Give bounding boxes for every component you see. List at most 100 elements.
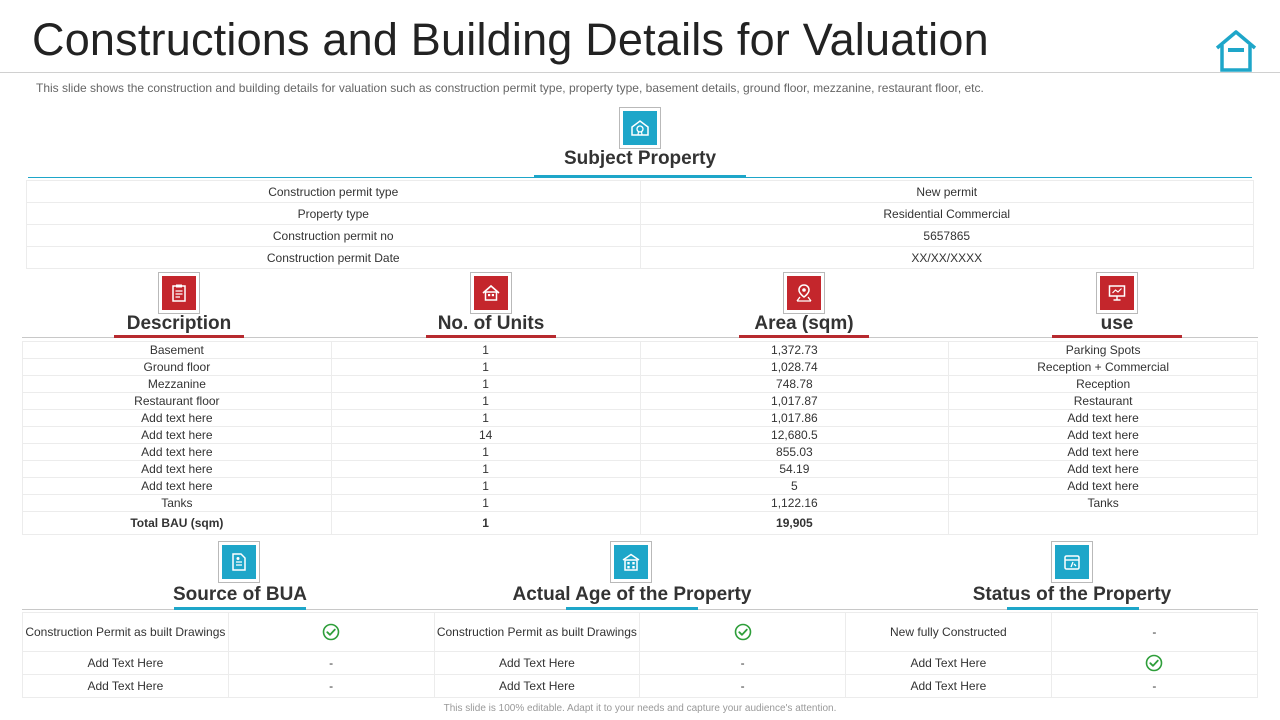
cell: Add text here [22,409,332,427]
page-subtitle: This slide shows the construction and bu… [36,81,984,95]
description-underline [114,335,244,338]
cell: Add text here [22,426,332,444]
cell: Parking Spots [948,341,1258,359]
cell: New permit [639,180,1254,203]
property-status-table: Construction Permit as built Drawings Con… [22,612,1259,698]
cell: Add Text Here [433,674,641,698]
cell: Property type [26,202,641,225]
cell: Add text here [948,426,1258,444]
table-row: Add text here 14 12,680.5 Add text here [22,426,1258,444]
table-row: Basement 1 1,372.73 Parking Spots [22,341,1258,359]
cell: Add Text Here [22,674,229,698]
cell: Basement [22,341,332,359]
cell: 12,680.5 [639,426,950,444]
cell: 1 [330,409,641,427]
area-underline [739,335,869,338]
cell: 855.03 [639,443,950,461]
document-icon [232,553,246,571]
building-certificate-icon [631,120,649,136]
presentation-icon [1108,285,1126,301]
total-cell: 19,905 [639,511,950,535]
cell: 54.19 [639,460,950,478]
units-heading: No. of Units [437,313,545,334]
status-underline [1007,607,1139,610]
source-badge [218,541,260,583]
page-title: Constructions and Building Details for V… [32,14,989,65]
table-row: Add text here 1 5 Add text here [22,477,1258,495]
cell: 1 [330,494,641,512]
cell: 1 [330,358,641,376]
table-row: Tanks 1 1,122.16 Tanks [22,494,1258,512]
cell: Add Text Here [845,674,1052,698]
cell: Add text here [22,443,332,461]
total-row: Total BAU (sqm) 1 19,905 [22,511,1258,535]
subject-property-badge [619,107,661,149]
total-cell: Total BAU (sqm) [22,511,332,535]
cell: 1,372.73 [639,341,950,359]
use-heading: use [1100,313,1134,334]
cell: Construction Permit as built Drawings [22,612,229,652]
cell: - [227,674,435,698]
table-row: Construction Permit as built Drawings Con… [22,612,1259,652]
cell: 1 [330,375,641,393]
footer-note: This slide is 100% editable. Adapt it to… [443,703,837,714]
check-icon [227,612,435,652]
area-badge [783,272,825,314]
cell: - [639,651,846,675]
cell: 1,028.74 [639,358,950,376]
cell: Reception [948,375,1258,393]
table-row: Add Text Here - Add Text Here - Add Text Her… [22,651,1259,675]
subject-property-heading: Subject Property [563,148,717,169]
check-icon [1050,651,1259,675]
building-icon [622,553,640,571]
cell: Construction permit no [26,224,641,247]
cell: 748.78 [639,375,950,393]
cell: Construction permit type [26,180,641,203]
cell: - [227,651,435,675]
cell: - [1050,612,1259,652]
cell: Reception + Commercial [948,358,1258,376]
details-divider [22,337,1258,338]
status-heading: Status of the Property [972,584,1172,605]
cell: 14 [330,426,641,444]
table-row: Construction permit no 5657865 [26,224,1254,247]
cell: 1 [330,392,641,410]
use-badge [1096,272,1138,314]
description-heading: Description [126,313,232,334]
cell: - [639,674,846,698]
cell: 1 [330,341,641,359]
cell: 1 [330,460,641,478]
cell: Add Text Here [22,651,229,675]
cell: Add text here [22,460,332,478]
status-badge [1051,541,1093,583]
building-details-table: Basement 1 1,372.73 Parking Spots Ground flo… [22,341,1258,535]
source-underline [174,607,306,610]
cell: 1,122.16 [639,494,950,512]
total-cell: 1 [330,511,641,535]
clipboard-icon [172,284,186,302]
use-underline [1052,335,1182,338]
table-row: Add Text Here - Add Text Here - Add Text Her… [22,674,1259,698]
cell: Add Text Here [845,651,1052,675]
table-row: Add text here 1 855.03 Add text here [22,443,1258,461]
cell: New fully Constructed [845,612,1052,652]
cell: 5657865 [639,224,1254,247]
table-row: Mezzanine 1 748.78 Reception [22,375,1258,393]
cell: Add text here [22,477,332,495]
subject-property-table: Construction permit type New permit Prop… [26,180,1254,269]
title-divider [0,72,1280,73]
cell: Tanks [22,494,332,512]
cell: Mezzanine [22,375,332,393]
age-underline [566,607,698,610]
cell: Restaurant [948,392,1258,410]
subject-underline [534,175,746,178]
description-badge [158,272,200,314]
cell: Construction permit Date [26,246,641,269]
cell: Residential Commercial [639,202,1254,225]
cell: Add text here [948,409,1258,427]
cell: 1,017.87 [639,392,950,410]
units-underline [426,335,556,338]
cell: 1 [330,443,641,461]
source-heading: Source of BUA [172,584,308,605]
cell: Add text here [948,443,1258,461]
